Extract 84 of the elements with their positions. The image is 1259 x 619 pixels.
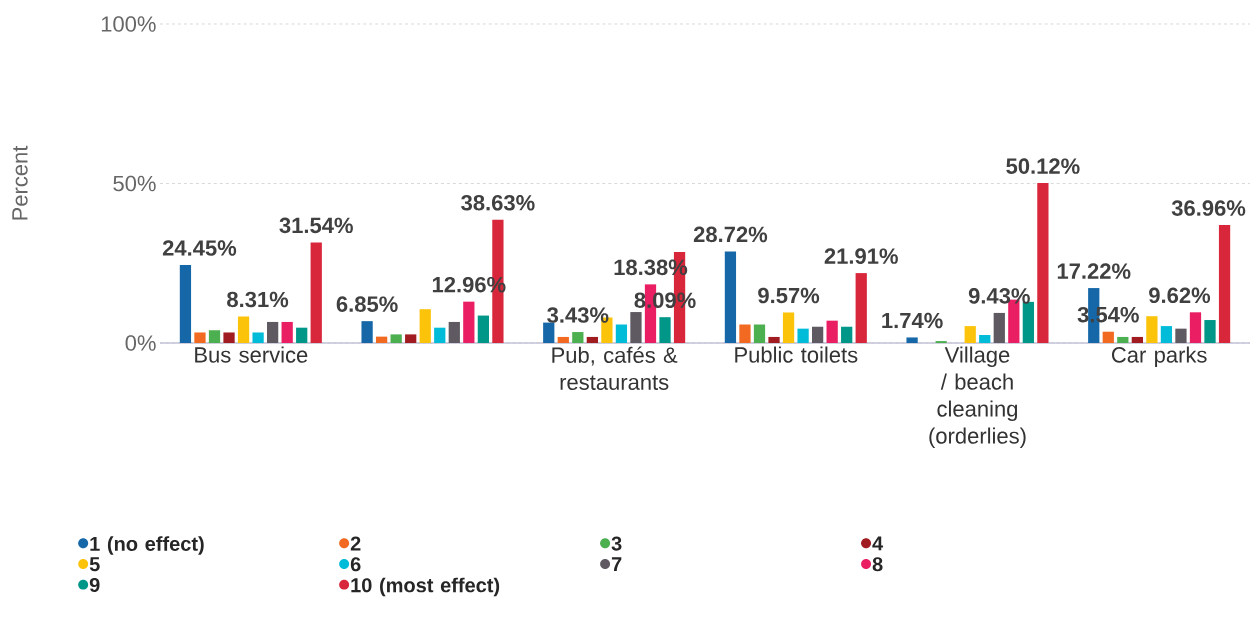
bar bbox=[543, 322, 555, 343]
bar bbox=[557, 336, 569, 343]
data-label: 36.96% bbox=[1171, 200, 1246, 216]
y-tick-label: 100% bbox=[101, 16, 156, 32]
x-tick-label: Car parks bbox=[1111, 346, 1207, 368]
data-label: 21.91% bbox=[824, 248, 898, 264]
bar bbox=[1146, 316, 1158, 343]
x-tick-label: Pub, cafés & restaurants bbox=[552, 346, 678, 390]
bar bbox=[906, 337, 918, 343]
legend-label: 2 bbox=[350, 536, 361, 551]
bar bbox=[1037, 183, 1049, 343]
data-label: 9.62% bbox=[1149, 287, 1211, 304]
bar bbox=[296, 327, 308, 343]
bar bbox=[376, 336, 388, 343]
bar bbox=[223, 332, 235, 343]
legend-label: 6 bbox=[350, 557, 361, 572]
y-tick-label: 0% bbox=[125, 335, 156, 351]
data-label: 28.72% bbox=[693, 226, 768, 243]
bar bbox=[1102, 331, 1114, 343]
bar bbox=[1218, 225, 1231, 343]
bar bbox=[572, 332, 584, 343]
bar bbox=[855, 273, 867, 343]
y-tick-label: 50% bbox=[113, 175, 156, 192]
bar bbox=[1175, 328, 1187, 343]
bar bbox=[753, 324, 766, 343]
legend-label: 1 (no effect) bbox=[90, 536, 204, 555]
data-label: 1.74% bbox=[882, 312, 943, 329]
data-label: 31.54% bbox=[279, 217, 353, 234]
x-tick-label: Public toilets bbox=[735, 346, 858, 363]
bar bbox=[281, 321, 293, 343]
bar bbox=[964, 326, 976, 343]
bar bbox=[208, 330, 221, 343]
y-axis-title: Percent bbox=[12, 145, 28, 220]
data-label: 24.45% bbox=[162, 240, 237, 256]
bar bbox=[237, 316, 250, 343]
bar bbox=[194, 332, 206, 343]
bar bbox=[361, 321, 373, 343]
bar bbox=[739, 324, 751, 343]
bar bbox=[252, 332, 264, 343]
data-label: 38.63% bbox=[461, 194, 535, 211]
bar bbox=[768, 336, 780, 343]
legend-label: 9 bbox=[89, 577, 100, 593]
x-tick-label: Village / beach cleaning (orderlies) bbox=[929, 346, 1026, 449]
bar bbox=[1117, 336, 1129, 343]
bar bbox=[434, 327, 446, 343]
bar bbox=[811, 326, 824, 343]
bar bbox=[267, 321, 279, 343]
data-label: 8.31% bbox=[227, 291, 289, 308]
data-label: 50.12% bbox=[1006, 158, 1080, 174]
bar bbox=[826, 320, 838, 343]
bar bbox=[979, 335, 991, 343]
bar bbox=[724, 251, 737, 343]
legend-label: 7 bbox=[611, 557, 622, 572]
data-label: 9.43% bbox=[968, 288, 1030, 304]
bar bbox=[797, 328, 809, 343]
bar bbox=[390, 334, 402, 343]
data-label: 9.57% bbox=[758, 287, 820, 304]
bar bbox=[615, 324, 628, 343]
bar bbox=[1131, 336, 1143, 343]
bar bbox=[179, 265, 192, 343]
bar bbox=[1204, 320, 1216, 343]
legend-label: 4 bbox=[872, 536, 884, 551]
legend-label: 8 bbox=[872, 557, 883, 572]
x-tick-label: Bus service bbox=[195, 346, 308, 363]
bar bbox=[477, 315, 489, 343]
bar bbox=[586, 336, 598, 343]
bar bbox=[1189, 312, 1202, 343]
bar bbox=[782, 312, 795, 343]
data-label: 6.85% bbox=[336, 296, 398, 312]
data-label: 3.43% bbox=[547, 307, 609, 323]
bar bbox=[463, 301, 475, 343]
legend-label: 10 (most effect) bbox=[351, 577, 500, 597]
bar bbox=[659, 317, 671, 343]
bar bbox=[1160, 326, 1173, 343]
data-label: 17.22% bbox=[1057, 263, 1131, 279]
bar bbox=[993, 312, 1005, 343]
bar bbox=[419, 309, 431, 343]
bar bbox=[405, 334, 417, 343]
bar bbox=[630, 312, 642, 343]
legend-label: 5 bbox=[89, 557, 100, 572]
bar bbox=[448, 321, 460, 343]
legend-label: 3 bbox=[611, 536, 622, 551]
bar bbox=[310, 242, 322, 343]
bar bbox=[841, 326, 853, 343]
